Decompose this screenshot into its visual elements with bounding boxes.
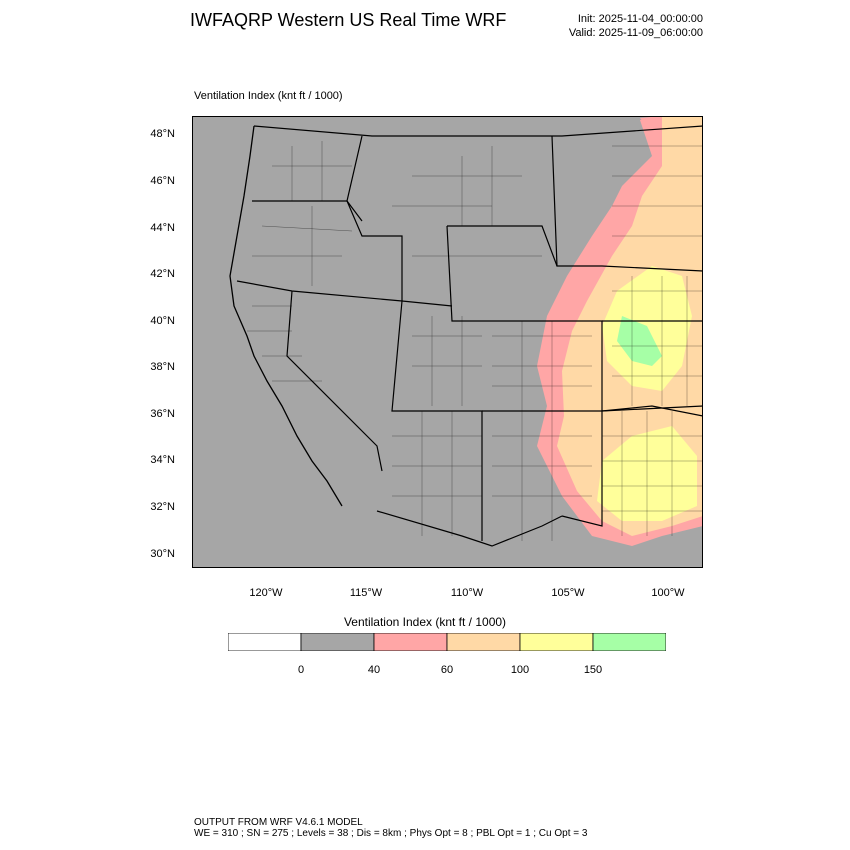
lat-label-34: 34°N	[150, 454, 175, 466]
model-info-line1: OUTPUT FROM WRF V4.6.1 MODEL	[194, 817, 363, 828]
chart-title: IWFAQRP Western US Real Time WRF	[190, 10, 507, 30]
init-time: Init: 2025-11-04_00:00:00	[577, 13, 703, 25]
lat-label-30: 30°N	[150, 548, 175, 560]
colorbar-swatch-6	[592, 633, 666, 651]
pacific-coastline	[229, 125, 343, 507]
map-subtitle: Ventilation Index (knt ft / 1000)	[194, 90, 343, 102]
map-frame	[192, 116, 703, 568]
lat-label-44: 44°N	[150, 222, 175, 234]
colorbar-label-60: 60	[440, 664, 454, 676]
lat-label-40: 40°N	[150, 315, 175, 327]
colorbar-swatch-2	[300, 633, 375, 651]
lat-label-48: 48°N	[150, 128, 175, 140]
colorbar-swatch-1	[228, 633, 302, 651]
model-info-line2: WE = 310 ; SN = 275 ; Levels = 38 ; Dis …	[194, 828, 588, 839]
lon-label-120w: 120°W	[249, 587, 283, 599]
valid-time: Valid: 2025-11-09_06:00:00	[568, 27, 703, 39]
lat-label-46: 46°N	[150, 175, 175, 187]
lon-label-105w: 105°W	[551, 587, 585, 599]
state-boundaries	[236, 125, 703, 547]
colorbar-label-150: 150	[583, 664, 603, 676]
colorbar-swatch-5	[519, 633, 594, 651]
lon-label-100w: 100°W	[651, 587, 685, 599]
lat-label-36: 36°N	[150, 408, 175, 420]
colorbar	[228, 633, 666, 651]
colorbar-title: Ventilation Index (knt ft / 1000)	[343, 615, 507, 629]
colorbar-label-100: 100	[510, 664, 530, 676]
colorbar-label-0: 0	[297, 664, 305, 676]
colorbar-swatch-4	[446, 633, 521, 651]
ventilation-index-map	[192, 116, 703, 568]
lat-label-32: 32°N	[150, 501, 175, 513]
colorbar-swatch-3	[373, 633, 448, 651]
lon-label-115w: 115°W	[349, 587, 383, 599]
field-green	[617, 316, 662, 366]
county-lines	[247, 141, 703, 541]
lat-label-42: 42°N	[150, 268, 175, 280]
lon-label-110w: 110°W	[450, 587, 484, 599]
lat-label-38: 38°N	[150, 361, 175, 373]
colorbar-label-40: 40	[367, 664, 381, 676]
